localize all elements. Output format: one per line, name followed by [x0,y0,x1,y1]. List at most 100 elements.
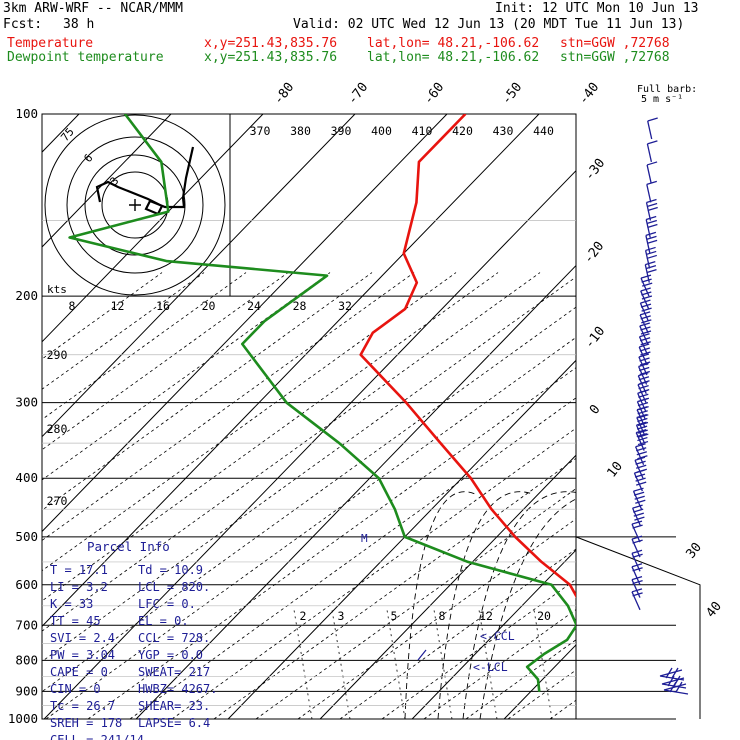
wind-barb-flag [647,117,658,122]
wind-barb-flag [633,491,645,496]
temp-xy: x,y=251.43,835.76 [204,36,338,51]
isotherm-tick-label: 40 [704,599,725,621]
dewpoint-profile-point [537,678,539,681]
hodograph-trace [95,146,195,216]
wind-barb-flag [638,372,649,377]
wind-barb-flag [639,370,650,376]
adiabat-line [592,273,740,719]
moist-adiabat-line [462,491,576,720]
temperature-profile-point [418,161,420,163]
wind-barb-flag [646,219,657,225]
isotherm-tick-label: -70 [345,80,371,108]
wind-barb-flag [642,282,653,287]
theta-tick-label: 410 [412,124,433,138]
wind-barb-flag [646,269,657,274]
pressure-tick-label: 600 [15,577,38,592]
moist-adiabat-line [479,498,576,720]
wind-barb-flag [639,343,650,348]
pressure-tick-label: 1000 [8,711,38,726]
wind-barb-flag [638,362,649,368]
wind-barb-flag [634,456,646,461]
pressure-tick-label: 100 [15,106,38,121]
hodograph-ring-label: 6 [81,151,95,164]
pressure-tick-label: 900 [15,683,38,698]
adiabat-line [87,367,576,720]
wind-barb-staff [636,417,646,436]
wind-barb-flag [645,265,657,270]
pressure-tick-label: 800 [15,652,38,667]
wind-barb-flag [638,393,649,398]
dewpoint-profile-point [538,690,541,693]
theta-tick-label: 440 [533,124,554,138]
wind-barb-flag [635,460,646,465]
adiabat-line [423,609,576,720]
parcel-info-left: T = 17.1 [50,563,108,577]
wind-barb-staff [633,472,643,492]
theta-tick-label: 400 [371,124,392,138]
wind-barb-staff [646,143,653,163]
temperature-profile-point [415,201,418,204]
adiabat-line [507,669,576,720]
wind-barb-flag [636,464,647,469]
dewpoint-profile-point [285,401,288,404]
dewpoint-profile-point [263,320,266,322]
dewpoint-profile-point [326,274,328,277]
pressure-tick-label: 500 [15,529,38,544]
mixing-ratio-line [533,609,553,720]
wind-panel-frame [575,536,701,719]
full-barb-units: 5 m s⁻¹ [641,94,684,105]
isotherm-line [42,114,264,343]
valid-time: Valid: 02 UTC Wed 12 Jun 13 (20 MDT Tue … [293,17,685,32]
wind-barb-flag [632,524,643,529]
isotherm-tick-label: -80 [271,80,297,108]
wind-barb-flag [632,553,643,558]
wind-barb-flag [646,235,657,241]
hodograph-speed-label: 20 [202,299,216,313]
forecast-hour: 38 h [63,17,95,32]
wind-barb-flag [647,223,658,229]
dewpoint-profile-point [338,442,341,444]
mixing-ratio-line [293,609,313,720]
adiabat-line [42,272,373,511]
adiabat-line [634,273,740,719]
temperature-profile-point [405,401,407,404]
wind-barb-flag [646,215,657,221]
wind-barb-staff [645,235,651,254]
hodograph-ring [66,136,204,274]
wind-barb-flag [646,202,658,208]
parcel-info-right: LAPSE= 6.4 [138,716,210,730]
adiabat-line [213,457,576,720]
parcel-info-left: SREH = 178 [50,716,122,730]
adiabat-line [465,639,576,720]
wind-barb-flag [635,443,646,448]
isotherm-line [42,114,172,248]
theta-tick-label: 370 [250,124,271,138]
wind-barb-flag [641,295,653,300]
theta-tick-label: 390 [331,124,352,138]
adiabat-line [718,273,740,719]
wind-barb-flag [637,455,648,460]
parcel-info-right: HWBZ= 4267. [138,682,217,696]
isotherm-line [503,644,576,720]
adiabat-line [42,272,541,632]
wind-barb-flag [631,535,643,540]
wind-barb-staff [635,424,646,444]
wind-barb-flag [640,326,651,331]
temp-latlon: lat,lon= 48.21,-106.62 [367,36,540,51]
adiabat-line [171,427,576,720]
wind-barb-staff [636,409,646,428]
wind-barb-flag [640,341,651,346]
wind-barb-flag [636,432,647,438]
wind-barb-flag [645,231,657,237]
wind-barb-staff [631,523,641,543]
wind-barb-flag [634,469,645,474]
wind-barb-flag [641,319,652,324]
temperature-profile-point [404,308,406,310]
adiabat-line [129,397,576,720]
dew-latlon: lat,lon= 48.21,-106.62 [367,50,540,65]
parcel-info-left: Tc = 26.7 [50,699,115,713]
isotherm-tick-label: -60 [421,80,447,108]
wind-barb-flag [636,481,647,486]
wind-barb-flag [638,376,650,381]
